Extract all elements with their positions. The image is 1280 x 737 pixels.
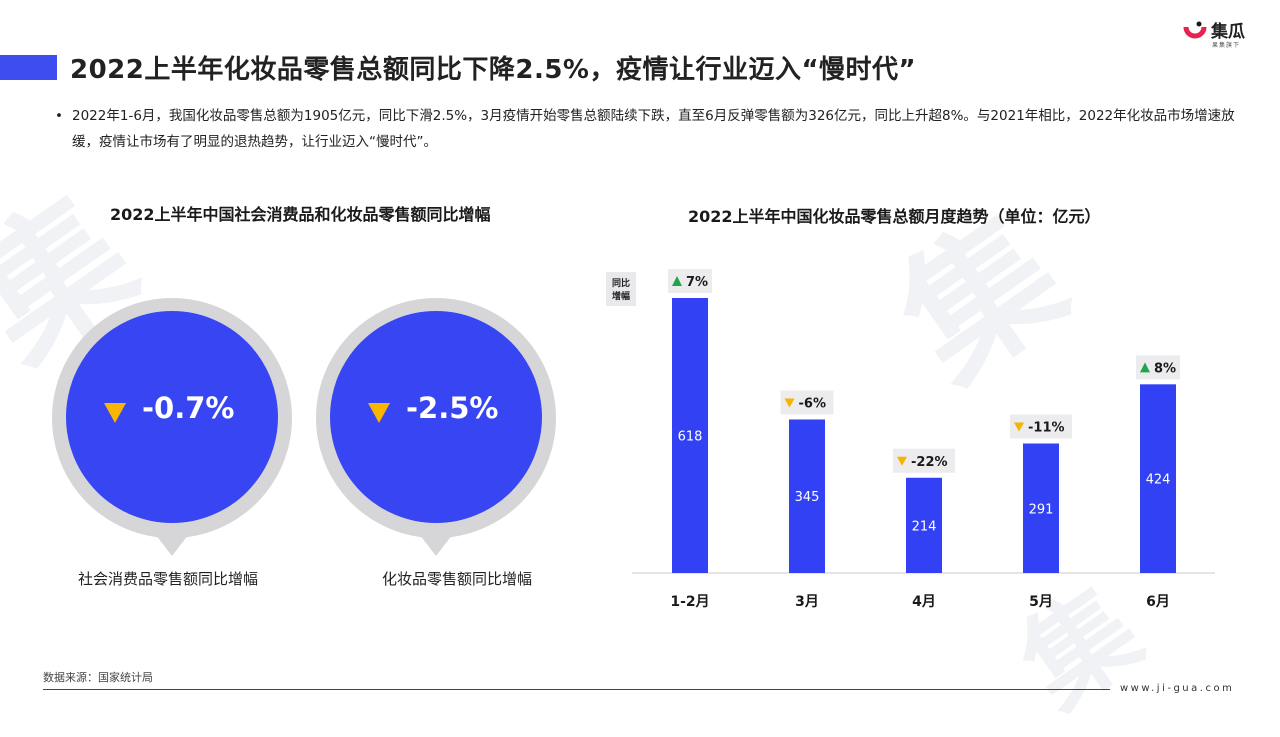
down-triangle-icon — [1014, 422, 1024, 432]
circle-pointer — [152, 530, 192, 556]
x-tick-label: 4月 — [912, 594, 936, 610]
x-tick-label: 6月 — [1146, 594, 1170, 610]
yoy-tag-label: 8% — [1154, 361, 1176, 376]
bar — [1023, 443, 1059, 573]
up-triangle-icon — [672, 276, 682, 286]
bar-value-label: 214 — [912, 519, 937, 534]
down-triangle-icon — [897, 456, 907, 466]
yoy-tag-label: -6% — [799, 396, 826, 411]
bar — [789, 419, 825, 573]
brand-logo: 集瓜 果集旗下 — [1183, 16, 1273, 49]
bar-value-label: 291 — [1029, 502, 1054, 517]
footer-url[interactable]: www.ji-gua.com — [1120, 683, 1235, 694]
logo-subtitle: 果集旗下 — [1212, 42, 1241, 49]
yoy-badge-label: 增幅 — [612, 290, 630, 302]
x-tick-label: 3月 — [795, 594, 819, 610]
summary-bullet: • 2022年1-6月，我国化妆品零售总额为1905亿元，同比下滑2.5%，3月… — [55, 103, 1235, 155]
x-tick-label: 5月 — [1029, 594, 1053, 610]
footer-divider — [43, 689, 1110, 690]
down-triangle-icon — [784, 398, 795, 408]
title-accent-bar — [0, 55, 57, 80]
bar-value-label: 424 — [1146, 473, 1171, 488]
yoy-tag-label: -22% — [911, 455, 948, 470]
logo-name: 集瓜 — [1211, 22, 1245, 42]
bar — [906, 477, 942, 573]
left-panel-title: 2022上半年中国社会消费品和化妆品零售额同比增幅 — [110, 205, 491, 224]
bar — [672, 298, 708, 573]
yoy-badge — [606, 272, 636, 306]
yoy-tag-label: -11% — [1028, 421, 1065, 436]
right-panel-title: 2022上半年中国化妆品零售总额月度趋势（单位：亿元） — [688, 207, 1101, 226]
yoy-badge-label: 同比 — [612, 277, 630, 289]
down-triangle-icon — [368, 403, 390, 423]
bar-value-label: 618 — [678, 430, 703, 445]
bar — [1140, 384, 1176, 573]
x-tick-label: 1-2月 — [670, 594, 709, 610]
circle-caption: 化妆品零售额同比增幅 — [382, 570, 533, 588]
circle-value: -2.5% — [406, 391, 499, 425]
circle-value: -0.7% — [142, 391, 235, 425]
monthly-bar-chart: 同比增幅 618 1-2月 7% 345 3月 -6% 214 4月 -22% 291 5月 -11% 4… — [606, 269, 1215, 610]
yoy-circle-consumer: -0.7% — [52, 298, 292, 556]
circle-caption: 社会消费品零售额同比增幅 — [78, 570, 259, 588]
summary-text: 2022年1-6月，我国化妆品零售总额为1905亿元，同比下滑2.5%，3月疫情… — [72, 108, 1235, 150]
circle-face: -0.7% — [66, 311, 278, 523]
bullet-dot: • — [55, 108, 63, 124]
up-triangle-icon — [1140, 362, 1150, 373]
bar-value-label: 345 — [795, 490, 820, 505]
yoy-circle-cosmetics: -2.5% — [316, 298, 556, 556]
circle-face: -2.5% — [330, 311, 542, 523]
logo-icon — [1183, 21, 1207, 39]
circle-pointer — [416, 530, 456, 556]
yoy-tag-label: 7% — [686, 275, 708, 290]
page-title: 2022上半年化妆品零售总额同比下降2.5%，疫情让行业迈入“慢时代” — [70, 55, 917, 85]
down-triangle-icon — [104, 403, 126, 423]
data-source: 数据来源：国家统计局 — [43, 671, 153, 684]
